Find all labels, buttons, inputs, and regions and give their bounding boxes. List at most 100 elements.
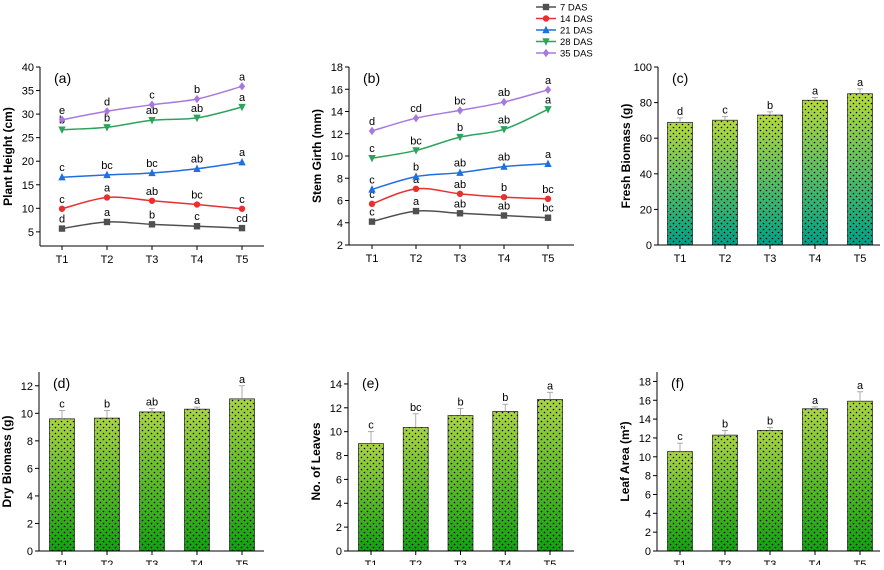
series-28-das: bbababa	[58, 92, 246, 134]
marker-circle	[500, 193, 508, 201]
bar-pattern	[403, 427, 429, 551]
significance-letter: a	[239, 71, 246, 83]
y-tick-label: 0	[27, 546, 33, 558]
x-tick-label: T5	[854, 253, 867, 265]
marker-circle	[456, 190, 464, 198]
y-tick-label: 10	[21, 408, 33, 420]
significance-letter: a	[239, 374, 246, 386]
significance-letter: d	[369, 116, 375, 128]
marker-triangle-up	[148, 168, 156, 177]
series-7-das: d a b c cd	[58, 207, 248, 232]
marker-circle	[544, 195, 552, 203]
significance-letter: c	[369, 207, 375, 219]
legend-label: 7 DAS	[560, 3, 587, 14]
y-tick-label: 6	[337, 196, 343, 208]
legend-item: 28 DAS	[536, 37, 593, 48]
significance-letter: bc	[542, 184, 554, 196]
significance-letter: a	[545, 149, 552, 161]
marker-circle	[148, 197, 156, 204]
series-7-das: c a ab ab bc	[368, 196, 554, 225]
significance-letter: c	[368, 420, 374, 432]
marker-square	[412, 207, 420, 215]
series-14-das: c a ab bc c	[58, 182, 246, 212]
significance-letter: bc	[410, 402, 422, 414]
y-tick-label: 30	[22, 109, 34, 121]
y-axis-title: Dry Biomass (g)	[0, 415, 14, 507]
x-tick-label: T3	[764, 559, 777, 565]
significance-letter: c	[149, 90, 155, 102]
marker-triangle-down	[542, 38, 550, 46]
x-tick-label: T2	[409, 559, 422, 565]
significance-letter: bc	[542, 203, 554, 215]
x-tick-label: T2	[410, 253, 423, 265]
significance-letter: b	[104, 112, 110, 124]
bar-pattern	[49, 418, 75, 551]
marker-square	[238, 224, 246, 232]
legend-label: 14 DAS	[560, 14, 593, 25]
x-tick-label: T4	[809, 253, 822, 265]
bar-pattern	[757, 115, 783, 245]
marker-triangle-down	[500, 126, 508, 134]
y-axis-title: Fresh Biomass (g)	[619, 104, 633, 209]
y-tick-label: 12	[331, 129, 343, 141]
marker-diamond	[500, 97, 508, 107]
marker-circle	[58, 205, 66, 212]
y-tick-label: 25	[22, 133, 34, 145]
bar-pattern	[358, 443, 384, 551]
significance-letter: c	[194, 211, 200, 223]
significance-letter: a	[812, 395, 819, 407]
x-tick-label: T3	[764, 253, 777, 265]
x-tick-label: T2	[101, 559, 114, 565]
significance-letter: a	[545, 75, 552, 87]
legend-label: 35 DAS	[560, 49, 593, 60]
x-tick-label: T1	[674, 559, 687, 565]
bar-pattern	[94, 418, 120, 551]
significance-letter: a	[239, 92, 246, 104]
x-tick-label: T5	[544, 559, 557, 565]
significance-letter: ab	[191, 103, 203, 115]
marker-triangle-up	[368, 185, 376, 193]
significance-letter: b	[457, 396, 463, 408]
marker-diamond	[412, 113, 420, 123]
x-tick-label: T1	[56, 559, 69, 565]
significance-letter: b	[413, 162, 419, 174]
bar-pattern	[757, 430, 783, 551]
y-tick-label: 16	[331, 84, 343, 96]
significance-letter: d	[104, 96, 110, 108]
y-tick-label: 18	[331, 62, 343, 74]
series-28-das: c bc b ab a	[368, 94, 552, 163]
marker-triangle-down	[103, 124, 111, 132]
x-tick-label: T3	[454, 253, 467, 265]
significance-letter: a	[104, 182, 111, 194]
bar-pattern	[802, 408, 828, 551]
marker-diamond	[456, 106, 464, 115]
marker-circle	[238, 205, 246, 212]
bar-pattern	[667, 122, 693, 245]
x-tick-label: T4	[498, 253, 511, 265]
marker-triangle-up	[58, 173, 66, 181]
x-tick-label: T3	[454, 559, 467, 565]
significance-letter: b	[149, 209, 155, 221]
significance-letter: ab	[191, 154, 203, 166]
y-tick-label: 5	[28, 227, 34, 239]
marker-circle	[368, 200, 376, 208]
legend-label: 21 DAS	[560, 26, 593, 37]
y-tick-label: 2	[645, 527, 651, 539]
significance-letter: ab	[146, 396, 158, 408]
significance-letter: a	[413, 196, 420, 208]
y-tick-label: 0	[336, 546, 342, 558]
x-tick-label: T4	[499, 559, 512, 565]
y-tick-label: 80	[640, 98, 652, 110]
y-tick-label: 2	[337, 240, 343, 252]
significance-letter: cd	[236, 213, 248, 225]
significance-letter: c	[59, 162, 65, 174]
bar-pattern	[712, 120, 738, 245]
bar-pattern	[847, 93, 873, 245]
significance-letter: ab	[454, 179, 466, 191]
x-tick-label: T5	[236, 559, 249, 565]
significance-letter: a	[857, 380, 864, 392]
significance-letter: ab	[498, 87, 510, 99]
